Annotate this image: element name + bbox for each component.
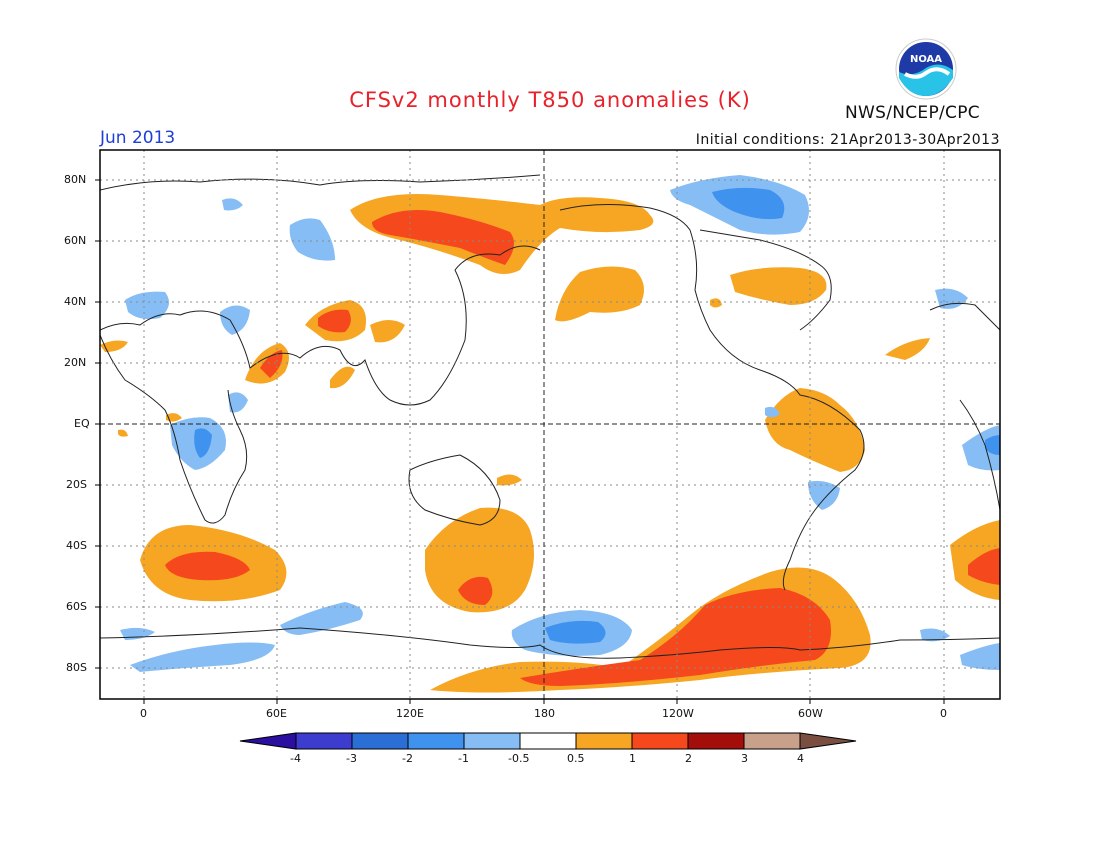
noaa-logo-text: NOAA <box>910 54 942 65</box>
colorbar-tick-label: 4 <box>797 752 804 765</box>
lat-label: 80N <box>64 173 87 186</box>
colorbar-tick-label: 0.5 <box>567 752 585 765</box>
anomaly-fields <box>100 175 1000 693</box>
lat-label: 40N <box>64 295 87 308</box>
colorbar-segment <box>575 732 633 750</box>
gridlines <box>100 150 1000 699</box>
lat-label: 80S <box>66 661 87 674</box>
colorbar-min-arrow <box>239 732 297 750</box>
colorbar-tick-label: -0.5 <box>508 752 530 765</box>
colorbar-segment <box>743 732 801 750</box>
lon-label: 0 <box>140 707 147 720</box>
colorbar-tick-label: -2 <box>402 752 413 765</box>
lat-label: 60N <box>64 234 87 247</box>
agency-label: NWS/NCEP/CPC <box>845 103 980 123</box>
lon-label: 60W <box>798 707 823 720</box>
lat-label: 20S <box>66 478 87 491</box>
reference-lines <box>100 150 1000 699</box>
colorbar-tick-label: -4 <box>290 752 301 765</box>
lat-label: 20N <box>64 356 87 369</box>
colorbar-segment <box>407 732 465 750</box>
colorbar-segment <box>463 732 521 750</box>
forecast-month: Jun 2013 <box>100 128 176 148</box>
lon-label: 120E <box>396 707 424 720</box>
colorbar-tick-label: 2 <box>685 752 692 765</box>
colorbar-segment <box>687 732 745 750</box>
colorbar-tick-label: -3 <box>346 752 357 765</box>
lat-label: 60S <box>66 600 87 613</box>
chart-title: CFSv2 monthly T850 anomalies (K) <box>349 88 751 112</box>
lon-label: 180 <box>534 707 555 720</box>
colorbar-segment <box>295 732 353 750</box>
colorbar-tick-label: -1 <box>458 752 469 765</box>
colorbar-segment <box>351 732 409 750</box>
noaa-logo: NOAA <box>895 38 957 100</box>
initial-conditions: Initial conditions: 21Apr2013-30Apr2013 <box>695 132 1000 148</box>
cold-anomalies-medium <box>194 187 1000 644</box>
coastlines <box>100 174 1000 659</box>
colorbar <box>239 732 857 750</box>
lon-label: 60E <box>266 707 287 720</box>
colorbar-segment <box>519 732 577 750</box>
lon-label: 120W <box>662 707 694 720</box>
colorbar-max-arrow <box>799 732 857 750</box>
axis-ticks <box>95 179 945 704</box>
colorbar-segment <box>631 732 689 750</box>
colorbar-tick-label: 1 <box>629 752 636 765</box>
colorbar-tick-label: 3 <box>741 752 748 765</box>
lat-label: EQ <box>74 417 90 430</box>
warm-anomalies-strong <box>165 209 1000 686</box>
lat-label: 40S <box>66 539 87 552</box>
lon-label: 0 <box>940 707 947 720</box>
